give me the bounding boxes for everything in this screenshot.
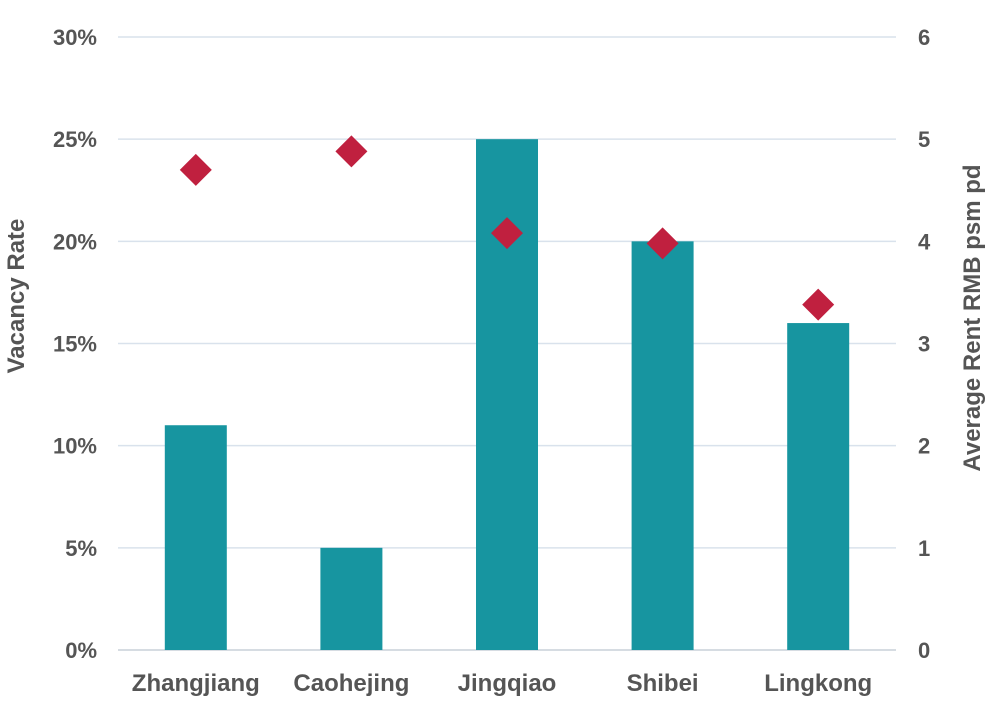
left-tick-label: 30% bbox=[53, 25, 97, 50]
bars bbox=[164, 139, 850, 651]
left-tick-label: 20% bbox=[53, 229, 97, 254]
left-tick-label: 10% bbox=[53, 434, 97, 459]
rent-marker bbox=[646, 227, 679, 260]
rent-marker bbox=[179, 153, 212, 186]
rent-markers bbox=[179, 135, 835, 321]
vacancy-bar bbox=[476, 139, 538, 650]
rent-marker bbox=[335, 135, 368, 168]
vacancy-bar bbox=[320, 547, 383, 650]
vacancy-bar bbox=[631, 241, 694, 651]
vacancy-bar bbox=[787, 323, 850, 650]
left-axis-ticks: 0% 5% 10% 15% 20% 25% 30% bbox=[53, 25, 97, 663]
right-tick-label: 5 bbox=[918, 127, 930, 152]
category-label: Shibei bbox=[627, 670, 699, 697]
left-tick-label: 15% bbox=[53, 332, 97, 357]
category-labels: Zhangjiang Caohejing Jingqiao Shibei Lingkon… bbox=[132, 670, 872, 697]
right-tick-label: 0 bbox=[918, 638, 930, 663]
right-axis-title: Average Rent RMB psm pd bbox=[959, 164, 986, 471]
vacancy-bar bbox=[164, 425, 227, 650]
rent-marker bbox=[491, 217, 523, 250]
category-label: Lingkong bbox=[764, 670, 872, 697]
left-tick-label: 0% bbox=[65, 638, 97, 663]
category-label: Zhangjiang bbox=[132, 670, 260, 697]
right-tick-label: 1 bbox=[918, 536, 930, 561]
left-tick-label: 5% bbox=[65, 536, 97, 561]
right-tick-label: 4 bbox=[918, 229, 931, 254]
rent-marker bbox=[802, 288, 835, 321]
right-tick-label: 2 bbox=[918, 434, 930, 459]
right-axis-ticks: 0 1 2 3 4 5 6 bbox=[918, 25, 931, 663]
category-label: Caohejing bbox=[293, 670, 409, 697]
right-tick-label: 3 bbox=[918, 332, 930, 357]
left-axis-title: Vacancy Rate bbox=[3, 219, 30, 374]
left-tick-label: 25% bbox=[53, 127, 97, 152]
category-label: Jingqiao bbox=[458, 670, 557, 697]
right-tick-label: 6 bbox=[918, 25, 930, 50]
